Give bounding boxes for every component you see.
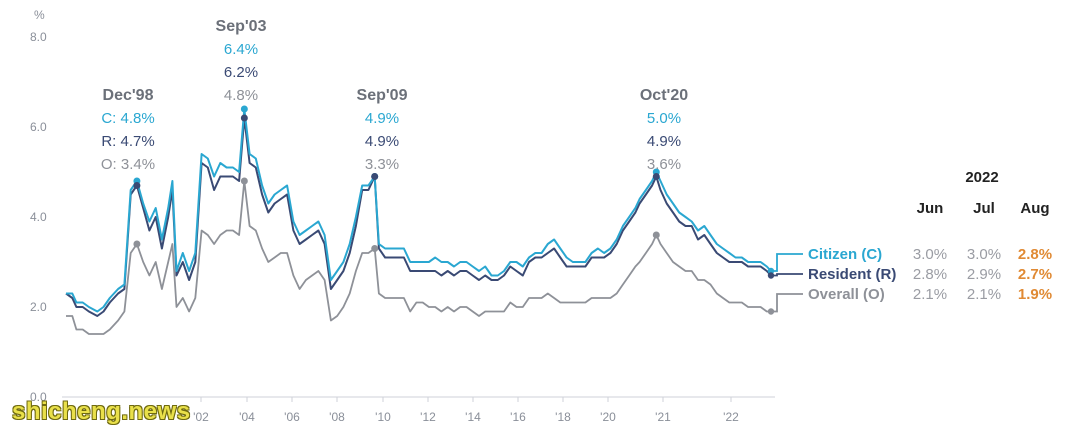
table-cell: 2.8%	[1018, 246, 1052, 263]
x-axis: '02 '04 '06 '08 '10 '12 '14 '16 '18 '20 '21 '22	[193, 397, 739, 424]
x-tick-label: '02	[193, 410, 209, 424]
table-cell: 2.1%	[967, 286, 1001, 303]
annotation-value: 3.3%	[365, 156, 399, 173]
annotation-value: C: 4.8%	[101, 110, 154, 127]
peak-marker	[371, 245, 379, 252]
table-month-header: Aug	[1020, 200, 1049, 217]
y-tick-label: 4.0	[30, 210, 47, 224]
legend-label: Citizen (C)	[808, 246, 882, 263]
annotation-value: O: 3.4%	[101, 156, 155, 173]
annotation-value: 6.4%	[224, 41, 258, 58]
y-tick-label: 2.0	[30, 300, 47, 314]
x-tick-label: '14	[465, 410, 481, 424]
peak-marker	[133, 240, 141, 248]
peak-marker	[240, 114, 248, 122]
peak-annotations: Dec'98 C: 4.8% R: 4.7% O: 3.4% Sep'03 6.4% 6.2…	[101, 18, 688, 173]
y-tick-label: 6.0	[30, 120, 47, 134]
annotation-date: Dec'98	[103, 87, 154, 104]
annotation-value: 4.9%	[365, 110, 399, 127]
x-tick-label: '18	[555, 410, 571, 424]
annotation-value: 5.0%	[647, 110, 681, 127]
watermark: shicheng.news	[12, 398, 191, 425]
peak-marker	[652, 231, 660, 239]
annotation-date: Oct'20	[640, 87, 688, 104]
legend: Citizen (C) Resident (R) Overall (O)	[771, 246, 896, 313]
table-year: 2022	[965, 169, 998, 186]
legend-leader	[771, 293, 803, 313]
x-tick-label: '10	[375, 410, 391, 424]
y-tick-label: 0.0	[30, 390, 47, 404]
table-cell: 2.8%	[913, 266, 947, 283]
table-month-header: Jun	[917, 200, 944, 217]
table-month-header: Jul	[973, 200, 995, 217]
latest-table: 2022 Jun Jul Aug 3.0% 3.0% 2.8% 2.8% 2.9% 2.7% 2.1…	[913, 169, 1052, 303]
table-cell: 1.9%	[1018, 286, 1052, 303]
annotation-value: 3.6%	[647, 156, 681, 173]
annotation-value: 4.8%	[224, 87, 258, 104]
annotation-value: 6.2%	[224, 64, 258, 81]
annotation-value: R: 4.7%	[101, 133, 154, 150]
table-cell: 3.0%	[913, 246, 947, 263]
table-cell: 2.9%	[967, 266, 1001, 283]
x-tick-label: '06	[284, 410, 300, 424]
series-line	[66, 180, 771, 335]
y-axis: 0.0 2.0 4.0 6.0 8.0	[30, 30, 47, 404]
x-tick-label: '16	[510, 410, 526, 424]
x-tick-label: '08	[329, 410, 345, 424]
annotation-value: 4.9%	[647, 133, 681, 150]
table-cell: 3.0%	[967, 246, 1001, 263]
legend-label: Resident (R)	[808, 266, 896, 283]
peak-marker	[652, 173, 660, 180]
x-tick-label: '04	[239, 410, 255, 424]
x-tick-label: '21	[655, 410, 671, 424]
peak-marker	[133, 182, 141, 189]
annotation-date: Sep'09	[357, 87, 408, 104]
peak-marker	[240, 105, 248, 113]
annotation-value: 4.9%	[365, 133, 399, 150]
x-tick-label: '22	[723, 410, 739, 424]
legend-label: Overall (O)	[808, 286, 885, 303]
y-tick-label: 8.0	[30, 30, 47, 44]
legend-leader	[771, 253, 803, 272]
y-unit-label: %	[34, 8, 45, 22]
x-tick-label: '20	[600, 410, 616, 424]
legend-leader	[771, 273, 803, 277]
peak-marker	[371, 173, 379, 180]
table-cell: 2.1%	[913, 286, 947, 303]
x-tick-label: '12	[420, 410, 436, 424]
table-cell: 2.7%	[1018, 266, 1052, 283]
annotation-date: Sep'03	[216, 18, 267, 35]
peak-marker	[240, 177, 248, 185]
